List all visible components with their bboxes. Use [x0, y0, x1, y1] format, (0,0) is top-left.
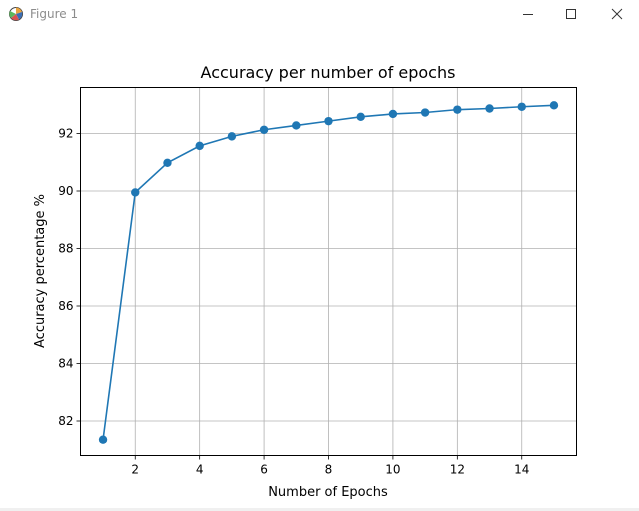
y-tick-label: 84: [58, 357, 73, 371]
data-point: [549, 101, 559, 110]
plot-canvas: 2 4 6 8 10 12 14 82 84 86 88 90 92 Accuracy per numb…: [0, 28, 639, 508]
data-point: [98, 435, 108, 444]
data-point: [453, 105, 462, 114]
window-title: Figure 1: [30, 7, 79, 21]
y-tick-label: 82: [58, 414, 73, 428]
minimize-icon: [523, 14, 533, 15]
x-tick-label: 14: [514, 463, 529, 477]
maximize-button[interactable]: [548, 0, 594, 28]
x-tick-label: 6: [260, 463, 268, 477]
data-point: [227, 132, 237, 141]
data-point: [388, 109, 398, 119]
chart-title: Accuracy per number of epochs: [201, 63, 456, 82]
close-icon: [611, 8, 623, 20]
y-tick-label: 88: [58, 242, 73, 256]
x-tick-label: 10: [385, 463, 400, 477]
matplotlib-icon: [9, 7, 23, 21]
x-tick-label: 2: [131, 463, 139, 477]
x-tick-label: 12: [450, 463, 465, 477]
data-point: [420, 108, 430, 117]
window-bottom-edge: [0, 508, 639, 511]
y-axis-label: Accuracy percentage %: [33, 194, 48, 348]
data-point: [517, 102, 526, 111]
x-tick-label: 4: [196, 463, 204, 477]
line-chart: 2 4 6 8 10 12 14 82 84 86 88 90 92 Accuracy per numb…: [33, 63, 577, 500]
data-point: [324, 116, 333, 126]
grid: [80, 87, 577, 456]
data-point: [356, 112, 365, 122]
y-tick-label: 90: [58, 184, 73, 198]
y-tick-label: 86: [58, 299, 73, 313]
x-axis-label: Number of Epochs: [268, 485, 388, 500]
data-point: [485, 104, 494, 113]
series: [98, 101, 559, 444]
data-point: [259, 125, 269, 134]
data-point: [131, 188, 140, 197]
minimize-button[interactable]: [505, 0, 551, 28]
title-bar[interactable]: Figure 1: [0, 0, 639, 28]
x-tick-label: 8: [325, 463, 333, 477]
data-point: [195, 141, 204, 151]
ticks: 2 4 6 8 10 12 14 82 84 86 88 90 92: [58, 127, 529, 477]
close-button[interactable]: [594, 0, 639, 28]
data-point: [163, 158, 172, 168]
y-tick-label: 92: [58, 127, 73, 141]
data-point: [292, 121, 301, 130]
maximize-icon: [566, 9, 576, 19]
